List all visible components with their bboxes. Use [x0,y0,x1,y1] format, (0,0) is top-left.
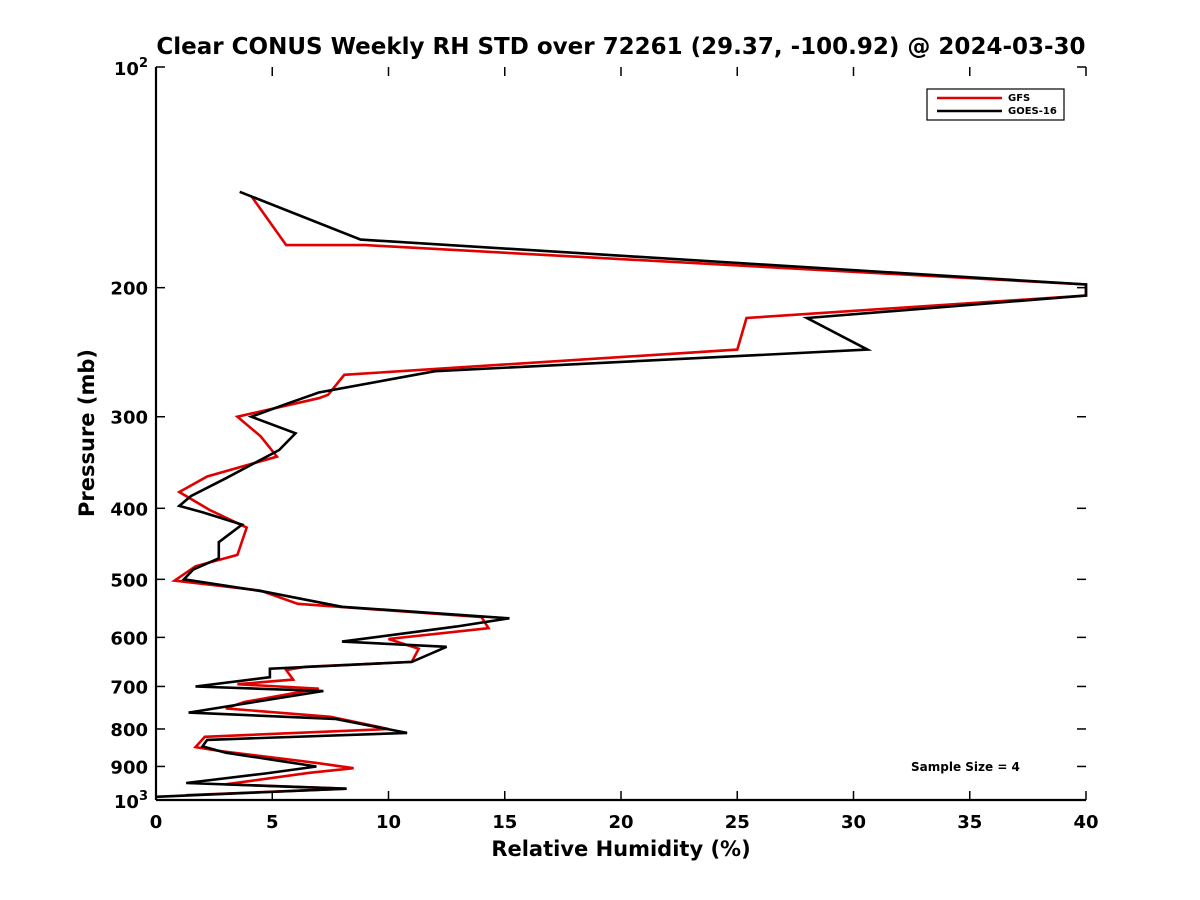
y-axis-label: Pressure (mb) [75,349,99,517]
y-tick-label: 200 [110,279,148,300]
legend: GFS GOES-16 [926,88,1065,121]
y-tick-label: 700 [110,677,148,698]
plot-area [155,190,1088,799]
x-tick-label: 30 [841,812,866,833]
y-axis: 102 200 300 400 500 600 700 800 900 103 [110,56,1086,813]
chart-title: Clear CONUS Weekly RH STD over 72261 (29… [156,34,1085,60]
y-tick-label: 600 [110,628,148,649]
legend-box [926,88,1065,121]
y-tick-label: 400 [110,499,148,520]
y-tick-label: 500 [110,570,148,591]
x-tick-label: 0 [150,812,163,833]
x-tick-label: 40 [1073,812,1098,833]
x-tick-label: 10 [376,812,401,833]
y-tick-label: 800 [110,720,148,741]
series-line-gfs [170,195,1088,797]
x-tick-label: 25 [725,812,750,833]
series-line-goes16 [155,190,1088,799]
y-tick-label: 103 [114,789,148,813]
legend-label-gfs: GFS [1008,93,1030,104]
x-tick-label: 20 [608,812,633,833]
x-tick-label: 15 [492,812,517,833]
y-tick-label: 102 [114,56,148,80]
y-tick-label: 300 [110,408,148,429]
x-tick-label: 5 [266,812,279,833]
x-axis: 0 5 10 15 20 25 30 35 40 [150,67,1099,833]
x-axis-label: Relative Humidity (%) [491,837,750,861]
sample-size-annotation: Sample Size = 4 [911,760,1020,774]
x-tick-label: 35 [957,812,982,833]
legend-label-goes16: GOES-16 [1008,106,1057,117]
y-tick-label: 900 [110,757,148,778]
